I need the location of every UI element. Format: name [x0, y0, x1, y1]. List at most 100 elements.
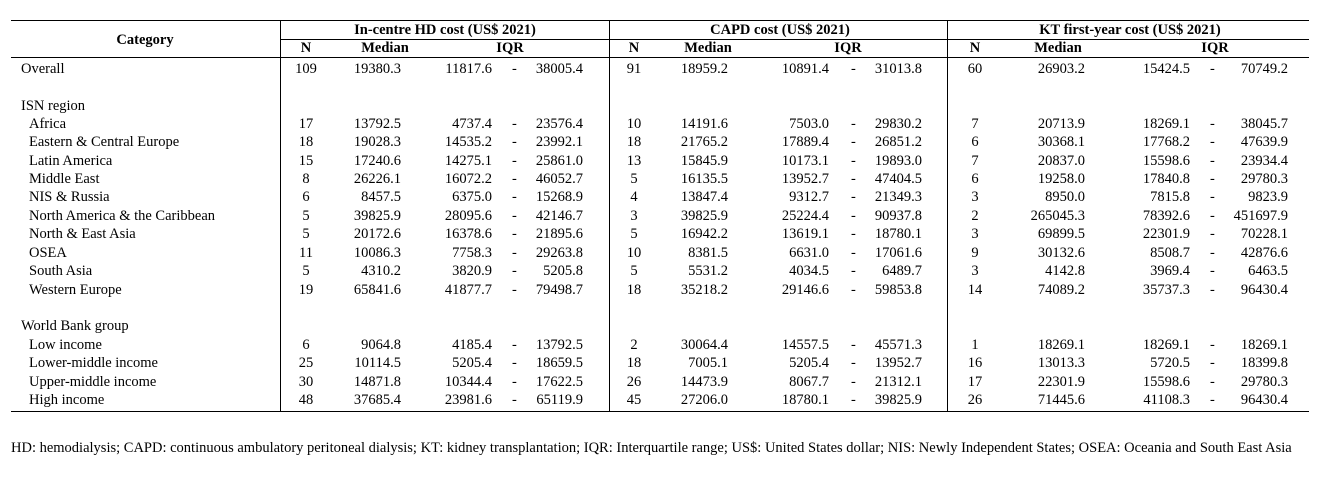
hd-median-cell: 39825.9	[353, 208, 401, 224]
hd-q1-cell: 14535.2	[444, 134, 492, 150]
capd-n-cell: 3	[630, 208, 638, 224]
hd-n-cell: 6	[302, 337, 310, 353]
kt-q3-cell: 70749.2	[1240, 61, 1288, 77]
kt-q1-cell: 5720.5	[1150, 355, 1190, 371]
hd-q1-cell: 11817.6	[445, 61, 492, 77]
hd-q3-cell: 21895.6	[535, 226, 583, 242]
capd-q3-cell: 26851.2	[874, 134, 922, 150]
capd-q1-cell: 10173.1	[781, 153, 829, 169]
kt-iqr-dash: -	[1210, 337, 1215, 353]
kt-iqr-dash: -	[1210, 374, 1215, 390]
capd-q1-cell: 8067.7	[789, 374, 829, 390]
capd-q1-cell: 10891.4	[781, 61, 829, 77]
capd-median-header: Median	[684, 40, 732, 56]
capd-q3-cell: 18780.1	[874, 226, 922, 242]
capd-q3-cell: 39825.9	[874, 392, 922, 408]
row-label: OSEA	[29, 245, 67, 261]
row-label: Africa	[29, 116, 67, 132]
kt-n-cell: 7	[971, 153, 979, 169]
kt-q3-cell: 9823.9	[1248, 189, 1288, 205]
capd-iqr-header: IQR	[834, 40, 862, 56]
hd-median-cell: 10086.3	[353, 245, 401, 261]
capd-iqr-dash: -	[851, 226, 856, 242]
kt-q1-cell: 15598.6	[1142, 374, 1190, 390]
capd-median-cell: 21765.2	[680, 134, 728, 150]
kt-iqr-dash: -	[1210, 116, 1215, 132]
hd-n-cell: 5	[302, 263, 310, 279]
capd-iqr-dash: -	[851, 61, 856, 77]
hd-q3-cell: 65119.9	[536, 392, 583, 408]
hd-iqr-dash: -	[512, 116, 517, 132]
capd-n-cell: 4	[630, 189, 638, 205]
kt-q1-cell: 15598.6	[1142, 153, 1190, 169]
kt-median-cell: 69899.5	[1037, 226, 1085, 242]
hd-q1-cell: 7758.3	[452, 245, 492, 261]
kt-q1-cell: 41108.3	[1143, 392, 1190, 408]
capd-iqr-dash: -	[851, 189, 856, 205]
hd-iqr-dash: -	[512, 282, 517, 298]
hd-group-header: In-centre HD cost (US$ 2021)	[354, 22, 536, 38]
kt-q1-cell: 7815.8	[1150, 189, 1190, 205]
hd-q1-cell: 16072.2	[444, 171, 492, 187]
kt-median-cell: 4142.8	[1045, 263, 1085, 279]
hd-q1-cell: 23981.6	[444, 392, 492, 408]
kt-n-cell: 7	[971, 116, 979, 132]
kt-q1-cell: 17768.2	[1142, 134, 1190, 150]
hd-n-cell: 17	[298, 116, 314, 132]
capd-n-cell: 18	[626, 282, 642, 298]
capd-median-cell: 7005.1	[688, 355, 728, 371]
kt-q3-cell: 70228.1	[1240, 226, 1288, 242]
hd-median-cell: 65841.6	[353, 282, 401, 298]
kt-n-cell: 3	[971, 189, 979, 205]
kt-q1-cell: 8508.7	[1150, 245, 1190, 261]
kt-median-cell: 71445.6	[1037, 392, 1085, 408]
hd-iqr-dash: -	[512, 208, 517, 224]
kt-iqr-dash: -	[1210, 226, 1215, 242]
hd-median-cell: 20172.6	[353, 226, 401, 242]
capd-q3-cell: 59853.8	[874, 282, 922, 298]
kt-iqr-dash: -	[1210, 61, 1215, 77]
kt-iqr-dash: -	[1210, 189, 1215, 205]
kt-q1-cell: 18269.1	[1142, 337, 1190, 353]
kt-n-cell: 6	[971, 171, 979, 187]
hd-iqr-dash: -	[512, 245, 517, 261]
capd-q3-cell: 21312.1	[874, 374, 922, 390]
kt-n-cell: 60	[967, 61, 983, 77]
kt-iqr-dash: -	[1210, 134, 1215, 150]
capd-n-cell: 26	[626, 374, 642, 390]
hd-q3-cell: 79498.7	[535, 282, 583, 298]
capd-q1-cell: 6631.0	[789, 245, 829, 261]
divider-hd-capd	[609, 20, 610, 411]
hd-iqr-dash: -	[512, 374, 517, 390]
capd-median-cell: 8381.5	[688, 245, 728, 261]
hd-iqr-dash: -	[512, 189, 517, 205]
capd-q1-cell: 9312.7	[789, 189, 829, 205]
row-label: South Asia	[29, 263, 93, 279]
hd-median-cell: 9064.8	[361, 337, 401, 353]
hd-q3-cell: 17622.5	[535, 374, 583, 390]
capd-median-cell: 13847.4	[680, 189, 728, 205]
row-label: North & East Asia	[29, 226, 136, 242]
capd-median-cell: 5531.2	[688, 263, 728, 279]
divider-capd-kt	[947, 20, 948, 411]
capd-q3-cell: 47404.5	[874, 171, 922, 187]
hd-q1-cell: 16378.6	[444, 226, 492, 242]
kt-q1-cell: 22301.9	[1142, 226, 1190, 242]
capd-q3-cell: 90937.8	[874, 208, 922, 224]
kt-n-cell: 6	[971, 134, 979, 150]
kt-q3-cell: 29780.3	[1240, 171, 1288, 187]
kt-n-cell: 9	[971, 245, 979, 261]
hd-iqr-dash: -	[512, 134, 517, 150]
bottom-rule	[11, 411, 1309, 412]
hd-iqr-dash: -	[512, 337, 517, 353]
capd-median-cell: 14191.6	[680, 116, 728, 132]
header-rule	[11, 57, 1309, 58]
row-label: Middle East	[29, 171, 100, 187]
capd-q3-cell: 13952.7	[874, 355, 922, 371]
kt-q1-cell: 78392.6	[1142, 208, 1190, 224]
hd-iqr-header: IQR	[496, 40, 524, 56]
hd-q1-cell: 4185.4	[452, 337, 492, 353]
kt-iqr-dash: -	[1210, 153, 1215, 169]
capd-median-cell: 18959.2	[680, 61, 728, 77]
hd-q3-cell: 13792.5	[535, 337, 583, 353]
